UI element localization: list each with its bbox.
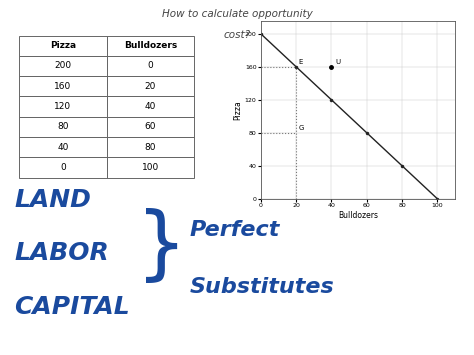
Text: Perfect: Perfect — [190, 220, 280, 240]
Text: U: U — [335, 59, 340, 65]
Text: 80: 80 — [145, 143, 156, 152]
Bar — [19, 36, 107, 56]
Bar — [107, 137, 194, 157]
Text: 20: 20 — [145, 82, 156, 91]
X-axis label: Bulldozers: Bulldozers — [338, 211, 378, 220]
Text: 100: 100 — [142, 163, 159, 172]
Bar — [19, 157, 107, 178]
Text: 40: 40 — [57, 143, 68, 152]
Bar — [107, 117, 194, 137]
Text: 200: 200 — [54, 61, 72, 70]
Text: 120: 120 — [54, 102, 72, 111]
Bar — [107, 36, 194, 56]
Text: LABOR: LABOR — [14, 241, 109, 266]
Text: 60: 60 — [145, 122, 156, 131]
Text: 0: 0 — [60, 163, 66, 172]
Bar — [19, 76, 107, 96]
Text: 40: 40 — [145, 102, 156, 111]
Y-axis label: Pizza: Pizza — [233, 100, 242, 120]
Bar — [107, 76, 194, 96]
Text: }: } — [136, 208, 187, 286]
Text: G: G — [299, 125, 304, 131]
Text: How to calculate opportunity: How to calculate opportunity — [162, 9, 312, 19]
Bar — [107, 56, 194, 76]
Text: 80: 80 — [57, 122, 69, 131]
Text: CAPITAL: CAPITAL — [14, 295, 130, 319]
Bar — [19, 137, 107, 157]
Bar — [107, 96, 194, 117]
Text: Substitutes: Substitutes — [190, 277, 334, 297]
Text: Bulldozers: Bulldozers — [124, 41, 177, 50]
Text: cost?: cost? — [223, 30, 251, 40]
Bar — [19, 117, 107, 137]
Bar — [107, 157, 194, 178]
Bar — [19, 56, 107, 76]
Text: 0: 0 — [147, 61, 154, 70]
Text: LAND: LAND — [14, 188, 91, 212]
Text: E: E — [299, 59, 303, 65]
Text: Pizza: Pizza — [50, 41, 76, 50]
Text: 160: 160 — [54, 82, 72, 91]
Bar — [19, 96, 107, 117]
